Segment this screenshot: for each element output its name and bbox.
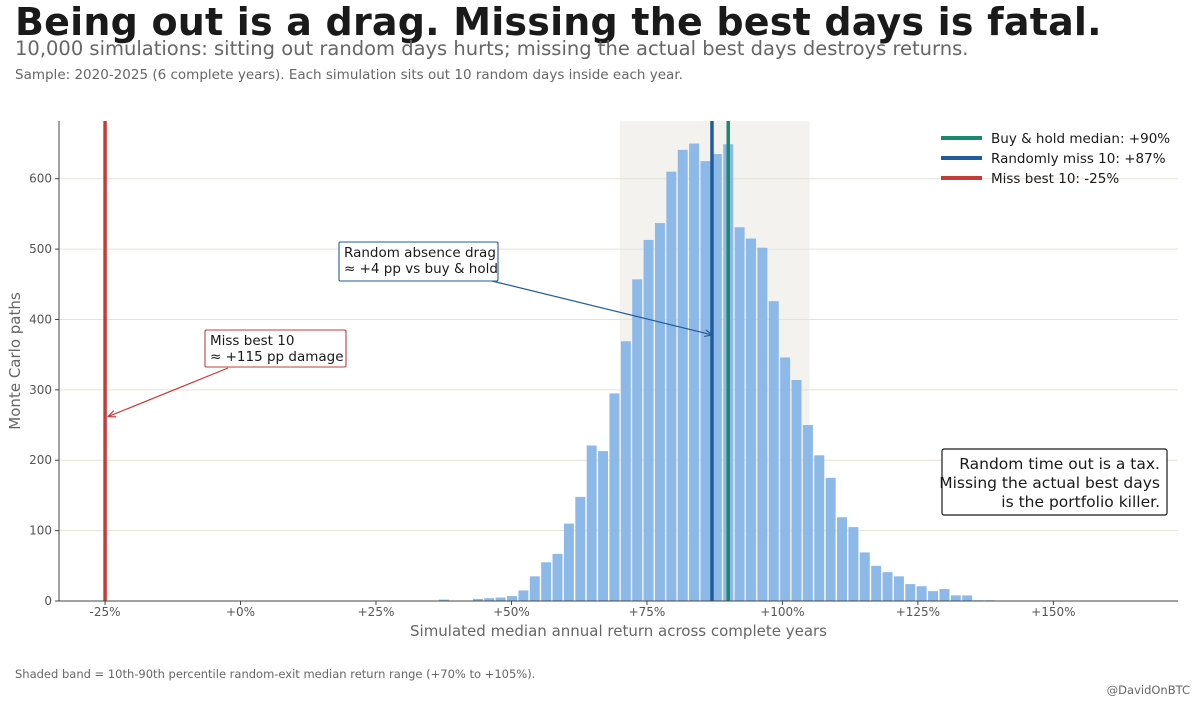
- histogram-bar: [620, 341, 631, 601]
- histogram-bar: [848, 527, 859, 601]
- histogram-bar: [677, 149, 688, 601]
- annotation-arrow: [491, 280, 712, 335]
- histogram-bars: [438, 143, 995, 602]
- legend-label-buy-hold: Buy & hold median: +90%: [991, 131, 1170, 147]
- histogram-bar: [484, 598, 495, 601]
- histogram-bar: [825, 477, 836, 601]
- x-axis-label: Simulated median annual return across co…: [410, 622, 827, 640]
- y-tick-label: 500: [29, 242, 52, 256]
- x-tick-label: +25%: [358, 605, 395, 619]
- annotation-random-drag-note: Random absence drag≈ +4 pp vs buy & hold: [338, 241, 712, 335]
- histogram-bar: [563, 523, 574, 601]
- axes: [55, 121, 1178, 605]
- annotation-text: ≈ +4 pp vs buy & hold: [344, 261, 498, 277]
- annotation-miss-best-note: Miss best 10≈ +115 pp damage: [108, 329, 347, 417]
- histogram-bar: [711, 154, 722, 602]
- annotation-text: Miss best 10: [210, 333, 294, 349]
- histogram-bar: [871, 565, 882, 601]
- histogram-bar: [598, 451, 609, 601]
- y-tick-label: 200: [29, 453, 52, 467]
- histogram-bar: [632, 279, 643, 601]
- histogram-bar: [802, 425, 813, 601]
- histogram-bar: [893, 576, 904, 601]
- histogram-bar: [643, 239, 654, 601]
- histogram-bar: [939, 589, 950, 601]
- legend-label-random-miss: Randomly miss 10: +87%: [991, 151, 1166, 167]
- histogram-bar: [916, 586, 927, 601]
- callout-box: [941, 448, 1168, 516]
- chart-subtitle: 10,000 simulations: sitting out random d…: [15, 37, 969, 60]
- histogram-bar: [859, 552, 870, 601]
- legend: Buy & hold median: +90% Randomly miss 10:…: [941, 131, 1170, 187]
- histogram-bar: [689, 143, 700, 602]
- callout-text: is the portfolio killer.: [1001, 493, 1160, 511]
- histogram-bar: [905, 584, 916, 601]
- chart-title: Being out is a drag. Missing the best da…: [15, 0, 1102, 44]
- histogram-bar: [438, 599, 449, 601]
- annotation-box: [338, 241, 499, 282]
- histogram-bar: [507, 596, 518, 601]
- histogram-bar: [882, 572, 893, 601]
- y-tick-label: 600: [29, 172, 52, 186]
- histogram-bar: [666, 171, 677, 601]
- histogram-bar: [757, 247, 768, 601]
- histogram-bar: [950, 595, 961, 601]
- histogram-bar: [768, 301, 779, 601]
- histogram-bar: [962, 595, 973, 601]
- y-tick-label: 400: [29, 312, 52, 326]
- y-axis-label: Monte Carlo paths: [6, 292, 24, 430]
- x-tick-label: +100%: [760, 605, 804, 619]
- histogram-bar: [654, 223, 665, 601]
- histogram-bar: [529, 576, 540, 601]
- y-tick-label: 100: [29, 524, 52, 538]
- histogram-bar: [928, 591, 939, 601]
- histogram-bar: [814, 455, 825, 601]
- annotation-text: Random absence drag: [344, 245, 496, 261]
- footnote: Shaded band = 10th-90th percentile rando…: [15, 667, 536, 681]
- x-tick-label: +50%: [493, 605, 530, 619]
- y-tick-label: 300: [29, 383, 52, 397]
- histogram-bar: [837, 517, 848, 601]
- annotation-text: ≈ +115 pp damage: [210, 349, 344, 365]
- tick-labels: -25% +0% +25% +50% +75% +100% +125% +150% 0 100 20…: [29, 172, 1075, 619]
- sample-note: Sample: 2020-2025 (6 complete years). Ea…: [15, 67, 683, 83]
- y-tick-label: 0: [44, 594, 52, 608]
- histogram-bar: [586, 445, 597, 601]
- histogram-bar: [746, 238, 756, 601]
- x-tick-label: +75%: [629, 605, 666, 619]
- x-tick-label: -25%: [90, 605, 121, 619]
- x-tick-label: +150%: [1031, 605, 1075, 619]
- histogram-bar: [609, 393, 620, 601]
- credit: @DavidOnBTC: [1106, 683, 1190, 697]
- histogram-bar: [495, 597, 506, 601]
- x-tick-label: +0%: [226, 605, 255, 619]
- annotation-arrow: [108, 367, 229, 417]
- histogram-bar: [518, 590, 529, 601]
- histogram-bar: [791, 380, 802, 601]
- histogram-bar: [700, 161, 711, 601]
- callout-text: Missing the actual best days: [939, 474, 1160, 492]
- legend-label-miss-best: Miss best 10: -25%: [991, 171, 1119, 187]
- histogram-bar: [575, 496, 586, 601]
- histogram-bar: [552, 553, 563, 601]
- x-tick-label: +125%: [896, 605, 940, 619]
- histogram-bar: [472, 598, 483, 601]
- callout-text: Random time out is a tax.: [959, 455, 1160, 473]
- histogram-bar: [541, 562, 552, 601]
- histogram-bar: [780, 357, 791, 601]
- reference-lines: [103, 121, 730, 601]
- takeaway-callout: Random time out is a tax.Missing the act…: [939, 448, 1168, 516]
- annotation-box: [204, 329, 347, 368]
- histogram-bar: [734, 227, 745, 601]
